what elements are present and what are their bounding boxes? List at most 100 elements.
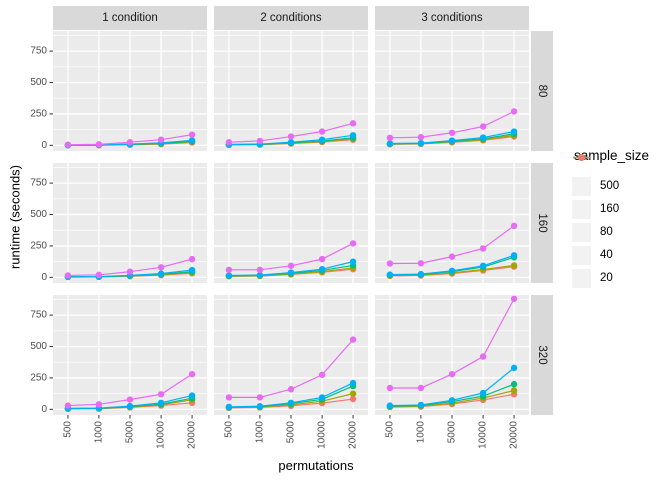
y-tick-label: 0 — [41, 140, 47, 151]
data-point — [256, 394, 264, 401]
legend-label: 160 — [600, 203, 620, 215]
data-point — [448, 397, 456, 404]
legend-key — [572, 154, 591, 219]
data-point — [448, 370, 456, 378]
x-tick-label: 5000 — [447, 421, 458, 444]
data-point — [157, 136, 165, 143]
data-point — [510, 222, 518, 230]
data-point — [510, 108, 518, 115]
x-tick-label: 10000 — [156, 421, 167, 449]
legend-key — [572, 154, 591, 242]
legend-label: 500 — [600, 180, 620, 192]
facet-panel-160-3-conditions — [375, 163, 529, 283]
data-point — [386, 140, 394, 147]
data-point — [510, 262, 518, 269]
legend-title: sample_size — [574, 148, 650, 163]
data-point — [64, 402, 72, 409]
data-point — [157, 270, 165, 277]
legend-point-glyph — [578, 154, 585, 161]
x-tick-label: 20000 — [348, 421, 359, 449]
data-point — [225, 394, 233, 401]
x-tick-label: 500 — [62, 421, 73, 438]
data-point — [188, 370, 196, 378]
data-point — [479, 262, 487, 269]
data-point — [510, 252, 518, 259]
data-point — [318, 394, 326, 401]
col-facet-label: 2 conditions — [260, 12, 322, 24]
data-point — [479, 123, 487, 130]
data-point — [349, 379, 357, 387]
legend-entry-20: 20 — [572, 154, 649, 290]
y-tick-label: 500 — [30, 77, 47, 88]
y-tick-label: 250 — [30, 240, 47, 251]
data-point — [287, 269, 295, 276]
data-point — [386, 260, 394, 267]
x-axis-title: permutations — [278, 458, 354, 473]
col-facet-strip — [375, 6, 529, 30]
facet-panel-160-1-condition — [53, 163, 207, 283]
data-point — [448, 137, 456, 144]
y-axis-title: runtime (seconds) — [7, 164, 23, 270]
data-point — [479, 353, 487, 360]
facet-panel-80-1-condition — [53, 31, 207, 151]
data-point — [417, 384, 425, 392]
data-point — [126, 402, 134, 410]
facet-panel-80-2-conditions — [214, 31, 368, 151]
data-point — [510, 387, 518, 394]
data-point — [510, 295, 518, 302]
data-point — [417, 133, 425, 141]
legend-label: 20 — [600, 272, 613, 284]
data-point — [287, 399, 295, 407]
legend-key — [572, 154, 591, 196]
y-tick-label: 0 — [41, 404, 47, 415]
x-tick-label: 5000 — [125, 421, 136, 444]
y-tick-label: 500 — [30, 209, 47, 220]
data-point — [126, 139, 134, 146]
legend-entry-500: 500 — [572, 154, 649, 198]
data-point — [318, 265, 326, 273]
data-point — [349, 390, 357, 397]
x-tick-label: 1000 — [415, 421, 426, 444]
data-point — [417, 270, 425, 278]
data-point — [349, 132, 357, 139]
data-point — [479, 245, 487, 252]
y-tick-label: 250 — [30, 108, 47, 119]
legend-key — [572, 154, 591, 288]
x-tick-label: 1000 — [254, 421, 265, 444]
data-point — [95, 271, 103, 279]
data-point — [64, 141, 72, 148]
data-point — [479, 389, 487, 397]
y-tick-label: 250 — [30, 372, 47, 383]
y-tick-label: 750 — [30, 310, 47, 321]
x-tick-label: 1000 — [93, 421, 104, 444]
data-point — [349, 240, 357, 247]
data-point — [188, 137, 196, 144]
data-point — [287, 262, 295, 269]
row-facet-strip — [531, 295, 553, 415]
data-point — [64, 272, 72, 279]
data-point — [448, 129, 456, 136]
data-point — [287, 139, 295, 146]
legend-entry-160: 160 — [572, 154, 649, 221]
data-point — [287, 133, 295, 140]
data-point — [95, 141, 103, 148]
data-point — [318, 128, 326, 135]
col-facet-strip — [214, 6, 368, 30]
data-point — [510, 381, 518, 388]
data-point — [188, 392, 196, 399]
data-point — [349, 336, 357, 343]
facet-panel-320-3-conditions — [375, 295, 529, 415]
y-tick-label: 500 — [30, 341, 47, 352]
data-point — [510, 128, 518, 135]
legend-entry-40: 40 — [572, 154, 649, 267]
data-point — [287, 386, 295, 393]
row-facet-label: 320 — [536, 345, 548, 364]
data-point — [318, 371, 326, 378]
legend: sample_size 500 160 80 40 20 — [572, 148, 649, 290]
data-point — [256, 403, 264, 410]
data-point — [386, 271, 394, 278]
data-point — [417, 139, 425, 147]
data-point — [95, 401, 103, 408]
